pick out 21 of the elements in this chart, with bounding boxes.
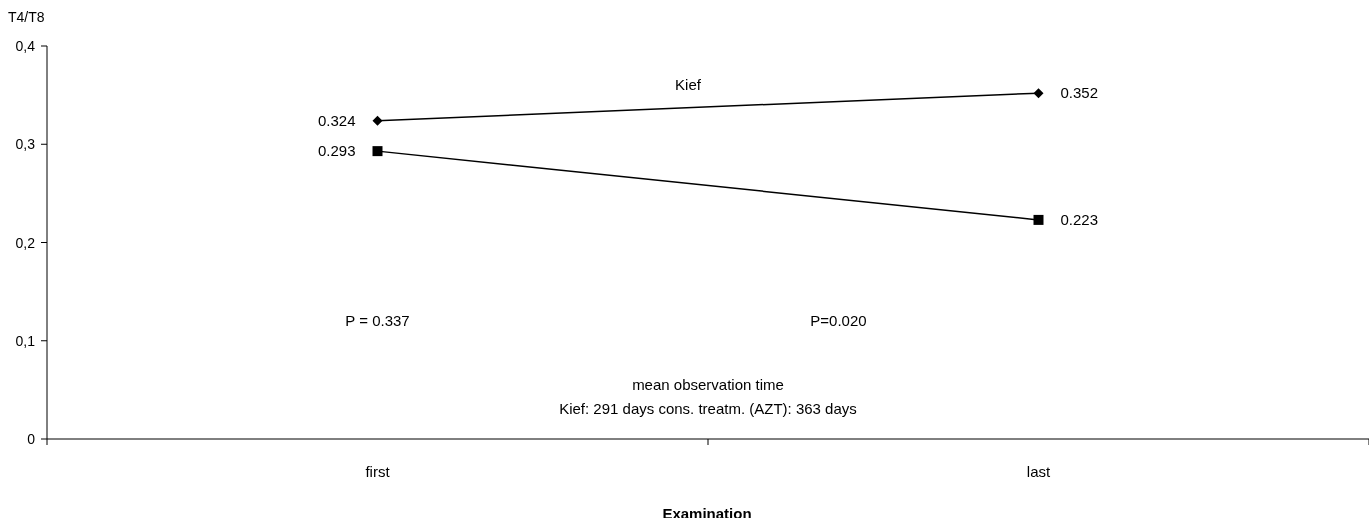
y-tick-label: 0,2	[15, 234, 36, 251]
y-tick-label: 0	[27, 431, 36, 447]
y-tick-label: 0,4	[15, 38, 36, 54]
data-label: 0.352	[1060, 84, 1099, 102]
point	[1033, 88, 1044, 99]
point	[1033, 214, 1044, 225]
annotation: P = 0.337	[345, 312, 410, 330]
data-label: 0.324	[317, 111, 356, 129]
data-label: 0.223	[1060, 210, 1099, 228]
y-axis-title: T4/T8	[8, 9, 45, 25]
y-tick-label: 0,3	[15, 136, 36, 153]
y-tick-label: 0,1	[15, 332, 36, 349]
x-tick-label: first	[365, 463, 391, 480]
data-label: 0.293	[317, 142, 356, 160]
x-tick-label: last	[1026, 463, 1051, 480]
point	[372, 115, 383, 126]
annotation: Kief: 291 days cons. treatm. (AZT): 363 days	[559, 399, 857, 417]
point	[372, 146, 383, 157]
annotation: mean observation time	[632, 375, 784, 393]
annotation: P=0.020	[810, 312, 867, 330]
series-label: Kief	[675, 75, 702, 93]
